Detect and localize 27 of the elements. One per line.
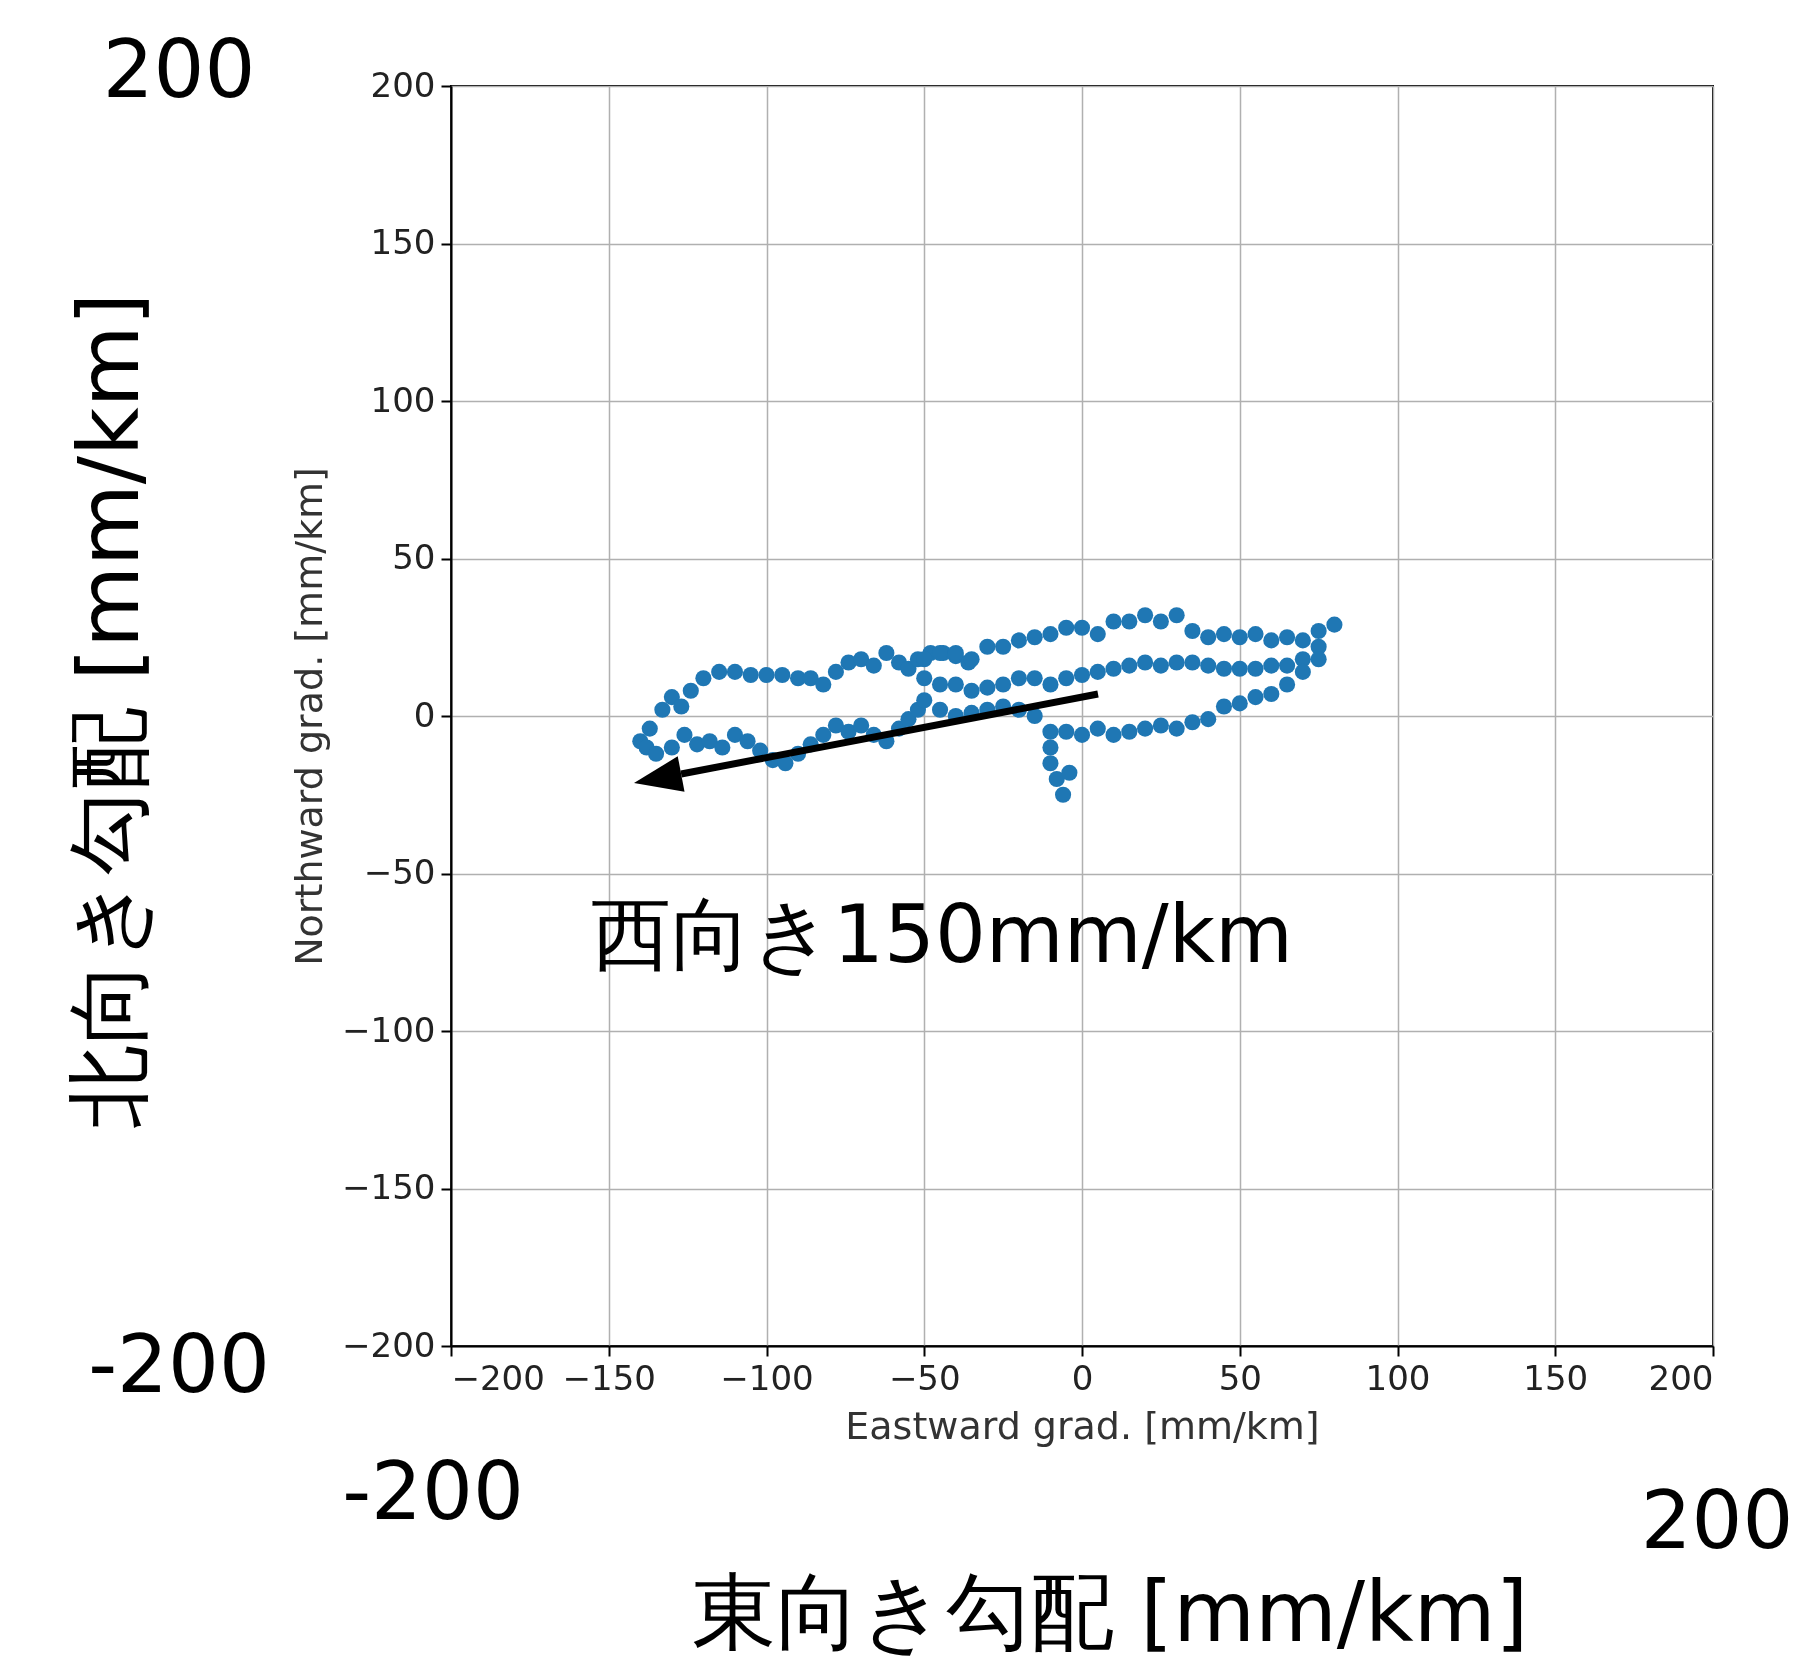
text: 200 [102,22,256,116]
text: -200 [88,1317,270,1411]
text: 北向き勾配 [mm/km] [59,292,159,1130]
y-tick-label: 50 [392,537,436,577]
y-axis-title: Northward grad. [mm/km] [287,467,332,966]
annotation: 西向き150mm/km [591,887,1293,983]
x-tick-label: −50 [888,1357,961,1398]
x-tick-label: 200 [1648,1357,1714,1398]
y-tick-label: −100 [342,1009,436,1050]
y-tick-label: 200 [370,64,436,105]
x-tick-label: 50 [1218,1357,1262,1398]
y-tick-label: 100 [370,379,436,420]
text: -200 [342,1444,524,1538]
y-tick-label: −50 [363,852,436,892]
text: 東向き勾配 [mm/km] [691,1562,1529,1663]
y-tick-label: 0 [413,694,436,735]
x-tick-label: −200 [451,1357,545,1398]
y-tick-label: −150 [342,1167,436,1207]
text: 200 [1640,1473,1794,1567]
x-axis-title: Eastward grad. [mm/km] [845,1403,1320,1448]
y-tick-label: 150 [370,222,436,262]
x-tick-label: −150 [562,1357,656,1398]
x-tick-label: −100 [720,1357,814,1398]
x-tick-label: 100 [1365,1357,1431,1398]
x-tick-label: 0 [1071,1357,1094,1398]
y-tick-label: −200 [342,1324,436,1365]
x-tick-label: 150 [1523,1357,1589,1398]
